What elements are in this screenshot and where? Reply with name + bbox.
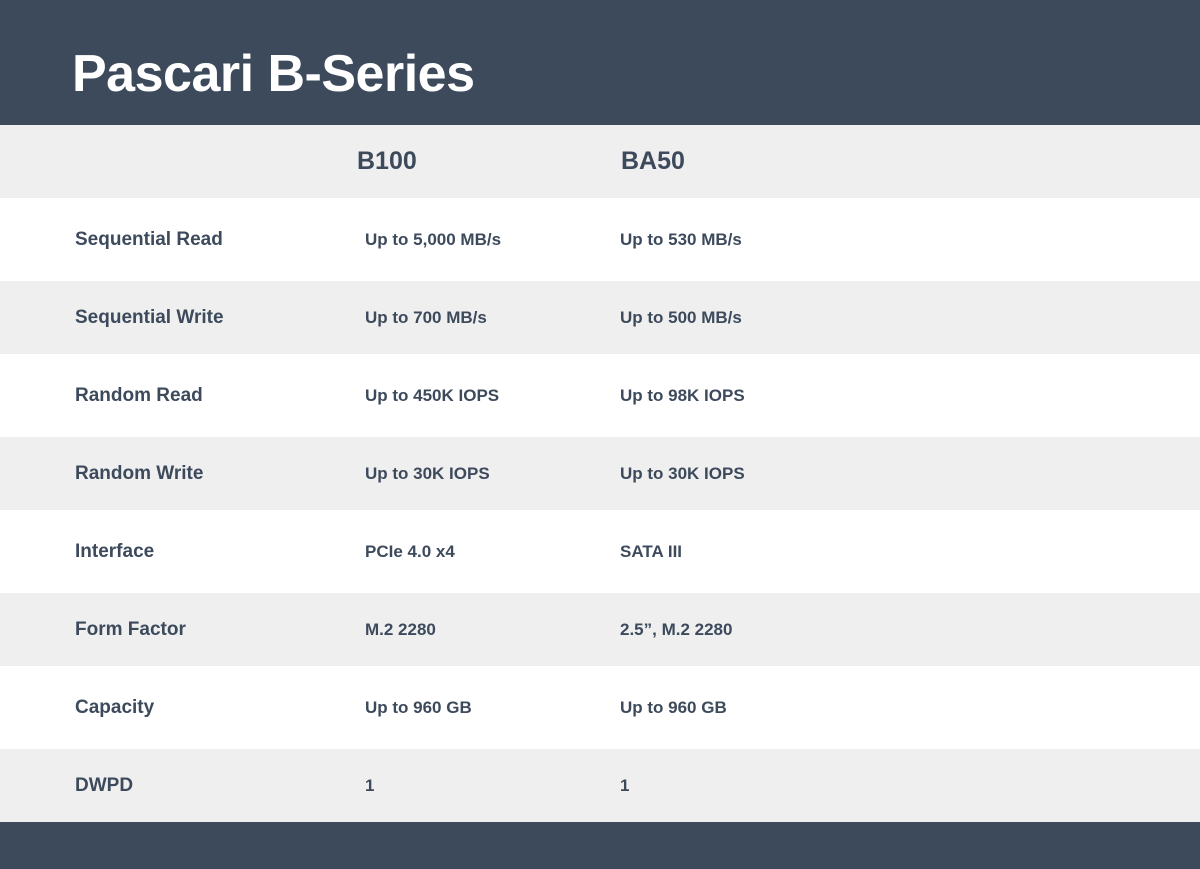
ba50-value: Up to 30K IOPS [620,463,745,483]
table-row: Interface PCIe 4.0 x4 SATA III [0,510,1200,593]
b100-value: Up to 30K IOPS [365,463,490,483]
row-label: DWPD [75,774,134,796]
column-header-row: B100 BA50 [0,125,1200,198]
ba50-value: SATA III [620,541,683,561]
b100-value: M.2 2280 [365,619,436,639]
ba50-value: 2.5”, M.2 2280 [620,619,733,639]
table-row: Form Factor M.2 2280 2.5”, M.2 2280 [0,593,1200,666]
row-label: Capacity [75,696,155,718]
b100-value: PCIe 4.0 x4 [365,541,455,561]
table-row: Random Write Up to 30K IOPS Up to 30K IOPS [0,437,1200,510]
table-row: DWPD 1 1 [0,749,1200,822]
b100-value: Up to 700 MB/s [365,307,487,327]
table-row: Capacity Up to 960 GB Up to 960 GB [0,666,1200,749]
column-header-b100: B100 [357,147,417,175]
ba50-value: Up to 960 GB [620,697,727,717]
row-label: Interface [75,540,155,562]
footer-bar [0,822,1200,869]
b100-value: Up to 450K IOPS [365,385,500,405]
row-label: Random Read [75,384,203,406]
row-label: Form Factor [75,618,186,640]
b100-value: Up to 5,000 MB/s [365,229,502,249]
column-header-ba50: BA50 [621,147,685,175]
table-row: Random Read Up to 450K IOPS Up to 98K IOPS [0,354,1200,437]
b100-value: Up to 960 GB [365,697,472,717]
spec-table: Sequential Read Up to 5,000 MB/s Up to 530… [0,198,1200,822]
row-label: Sequential Write [75,306,224,328]
page-title: Pascari B-Series [72,45,475,103]
row-label: Sequential Read [75,228,223,250]
ba50-value: Up to 98K IOPS [620,385,745,405]
table-row: Sequential Read Up to 5,000 MB/s Up to 530… [0,198,1200,281]
row-label: Random Write [75,462,204,484]
header-banner: Pascari B-Series [0,0,1200,125]
ba50-value: Up to 500 MB/s [620,307,742,327]
ba50-value: Up to 530 MB/s [620,229,742,249]
table-row: Sequential Write Up to 700 MB/s Up to 500 … [0,281,1200,354]
ba50-value: 1 [620,775,630,795]
b100-value: 1 [365,775,375,795]
